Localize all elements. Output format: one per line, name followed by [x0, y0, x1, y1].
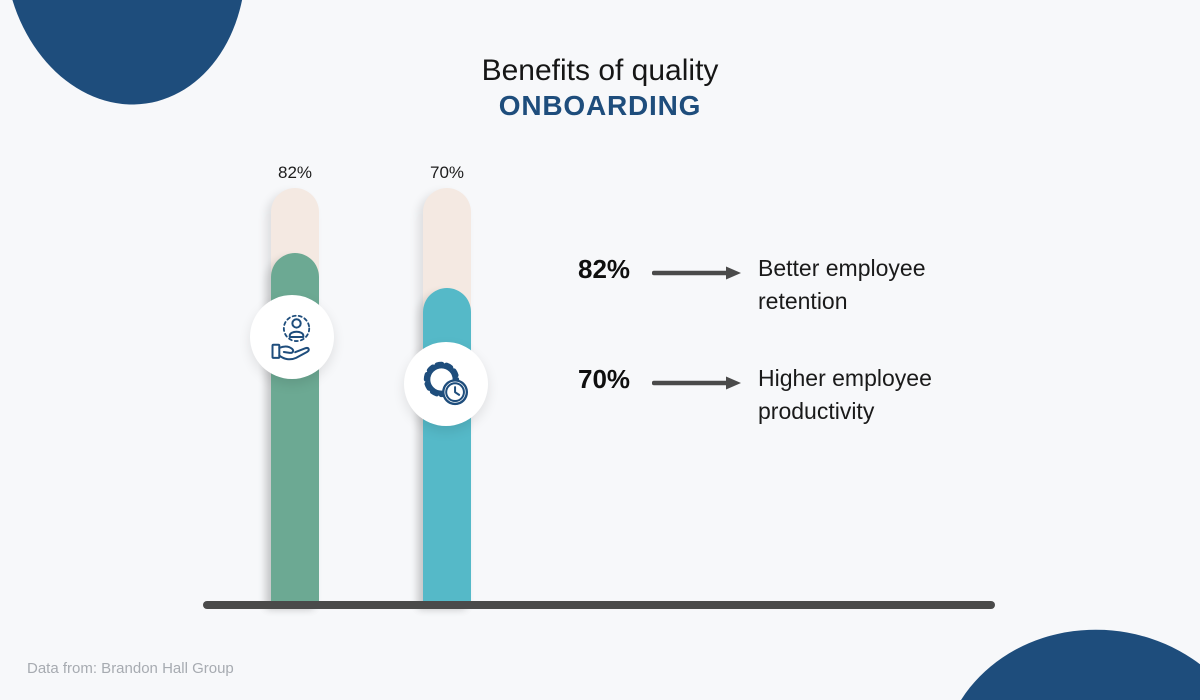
hand-holding-person-icon — [271, 314, 311, 361]
bar-value-label-productivity: 70% — [429, 163, 465, 182]
arrow-right-icon — [652, 376, 741, 390]
productivity-icon-badge — [404, 342, 488, 426]
axis-baseline — [203, 601, 995, 609]
bar-fill-productivity — [423, 288, 471, 605]
page-title: Benefits of quality ONBOARDING — [0, 54, 1200, 122]
legend-item-productivity: 70% Higher employee productivity — [578, 362, 998, 428]
legend-label-retention: Better employee retention — [758, 255, 926, 314]
retention-icon-badge — [250, 295, 334, 379]
decorative-blob-bottom-right — [921, 609, 1200, 700]
arrow-right-icon — [652, 266, 741, 280]
legend-label-productivity: Higher employee productivity — [758, 365, 932, 424]
title-line1: Benefits of quality — [481, 54, 719, 87]
title-line2: ONBOARDING — [498, 90, 702, 121]
source-note: Data from: Brandon Hall Group — [27, 660, 234, 677]
legend-value-retention: 82% — [578, 254, 631, 284]
bar-value-label-retention: 82% — [277, 163, 313, 182]
legend-value-productivity: 70% — [578, 364, 631, 394]
legend-item-retention: 82% Better employee retention — [578, 252, 998, 318]
gear-clock-icon — [423, 361, 469, 406]
